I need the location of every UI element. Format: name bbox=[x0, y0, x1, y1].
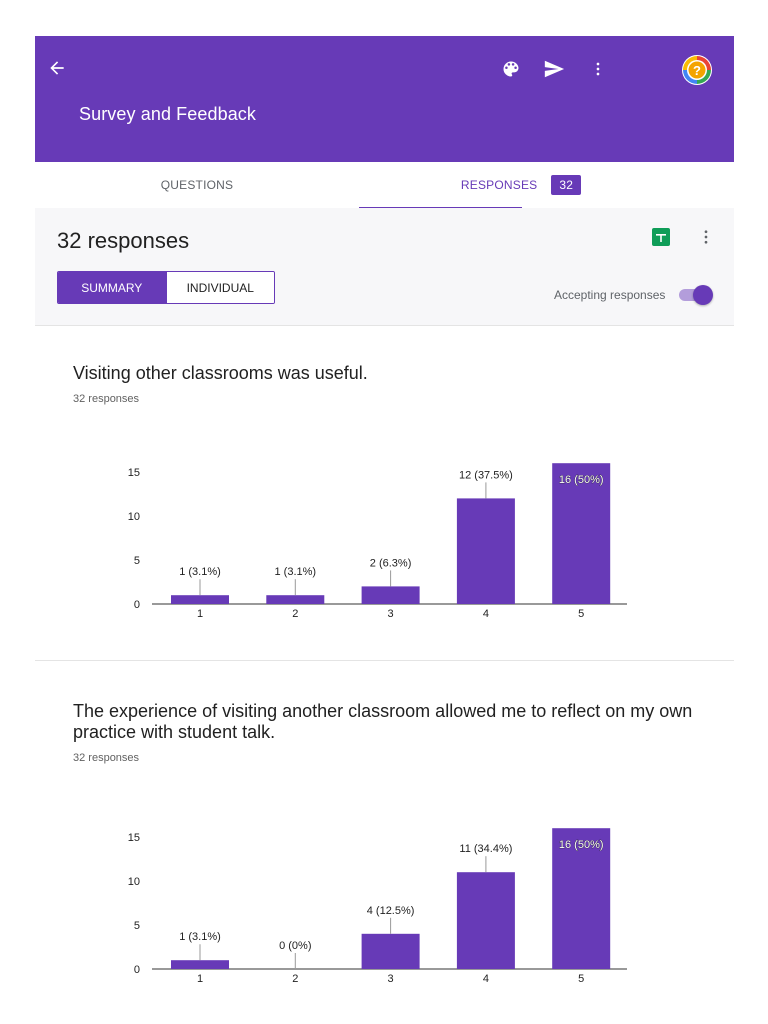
accepting-responses-label: Accepting responses bbox=[554, 288, 666, 302]
arrow-back-icon[interactable] bbox=[45, 56, 69, 80]
responses-count-badge: 32 bbox=[551, 175, 582, 195]
bar-chart: 0 5 10 15 1 1 (3.1%) 2 1 (3.1%) 3 2 (6.3%) 4 12 (37… bbox=[128, 463, 627, 620]
data-label: 16 (50%) bbox=[559, 474, 604, 486]
bar bbox=[552, 463, 611, 604]
data-label: 2 (6.3%) bbox=[370, 557, 412, 569]
y-tick-label: 5 bbox=[134, 920, 140, 932]
form-title: Survey and Feedback bbox=[79, 104, 257, 124]
data-label: 12 (37.5%) bbox=[459, 469, 513, 481]
x-tick-label: 2 bbox=[292, 973, 298, 985]
y-tick-label: 0 bbox=[134, 599, 140, 611]
bar-chart: 0 5 10 15 1 1 (3.1%) 2 0 (0%) 3 4 (12.5%) 4 11 (34.… bbox=[128, 828, 627, 985]
x-tick-label: 1 bbox=[197, 973, 203, 985]
data-label: 1 (3.1%) bbox=[275, 566, 317, 578]
question-card: Visiting other classrooms was useful. 32… bbox=[35, 326, 734, 661]
y-tick-label: 0 bbox=[134, 964, 140, 976]
bar bbox=[266, 595, 325, 604]
help-icon[interactable]: ? bbox=[681, 54, 713, 86]
question-response-count: 32 responses bbox=[73, 752, 140, 764]
tab-responses[interactable]: RESPONSES 32 bbox=[359, 162, 683, 208]
x-tick-label: 3 bbox=[388, 608, 394, 620]
bar bbox=[361, 586, 420, 604]
app-header: ? Survey and Feedback bbox=[35, 36, 734, 162]
svg-text:?: ? bbox=[693, 63, 701, 78]
more-vert-icon[interactable] bbox=[695, 226, 717, 248]
toggle-thumb bbox=[693, 285, 713, 305]
data-label: 4 (12.5%) bbox=[367, 905, 415, 917]
question-title: Visiting other classrooms was useful. bbox=[73, 363, 368, 383]
accepting-responses-toggle[interactable] bbox=[677, 285, 713, 305]
y-tick-label: 15 bbox=[128, 832, 140, 844]
y-tick-label: 10 bbox=[128, 876, 140, 888]
tab-questions-label: QUESTIONS bbox=[160, 178, 234, 192]
palette-icon[interactable] bbox=[499, 57, 523, 81]
bar bbox=[361, 933, 420, 969]
tab-responses-label: RESPONSES bbox=[460, 178, 538, 192]
question-card: The experience of visiting another class… bbox=[35, 661, 734, 1024]
question-response-count: 32 responses bbox=[73, 393, 140, 405]
x-tick-label: 2 bbox=[292, 608, 298, 620]
google-sheets-icon[interactable] bbox=[652, 228, 670, 246]
data-label: 1 (3.1%) bbox=[179, 566, 221, 578]
summary-button[interactable]: SUMMARY bbox=[58, 272, 166, 303]
individual-button[interactable]: INDIVIDUAL bbox=[165, 272, 274, 303]
bar bbox=[456, 872, 515, 969]
tab-questions[interactable]: QUESTIONS bbox=[35, 162, 359, 208]
x-tick-label: 1 bbox=[197, 608, 203, 620]
view-toggle: SUMMARY INDIVIDUAL bbox=[57, 271, 275, 304]
x-tick-label: 3 bbox=[388, 973, 394, 985]
responses-summary-bar: 32 responses SUMMARY INDIVIDUAL Acceptin… bbox=[35, 208, 734, 326]
more-vert-icon[interactable] bbox=[586, 57, 610, 81]
data-label: 11 (34.4%) bbox=[459, 843, 512, 855]
data-label: 0 (0%) bbox=[279, 940, 311, 952]
data-label: 1 (3.1%) bbox=[179, 931, 221, 943]
x-tick-label: 4 bbox=[483, 608, 489, 620]
x-tick-label: 5 bbox=[578, 608, 584, 620]
x-tick-label: 5 bbox=[578, 973, 584, 985]
bar bbox=[552, 828, 611, 969]
x-tick-label: 4 bbox=[483, 973, 489, 985]
question-title: The experience of visiting another class… bbox=[73, 701, 693, 742]
y-tick-label: 10 bbox=[128, 511, 140, 523]
bar bbox=[171, 960, 229, 969]
send-icon[interactable] bbox=[542, 57, 566, 81]
responses-count-heading: 32 responses bbox=[57, 228, 190, 253]
y-tick-label: 5 bbox=[134, 555, 140, 567]
y-tick-label: 15 bbox=[128, 467, 140, 479]
bar bbox=[456, 498, 515, 604]
tab-bar: QUESTIONS RESPONSES 32 bbox=[35, 162, 734, 209]
bar bbox=[171, 595, 229, 604]
data-label: 16 (50%) bbox=[559, 839, 604, 851]
